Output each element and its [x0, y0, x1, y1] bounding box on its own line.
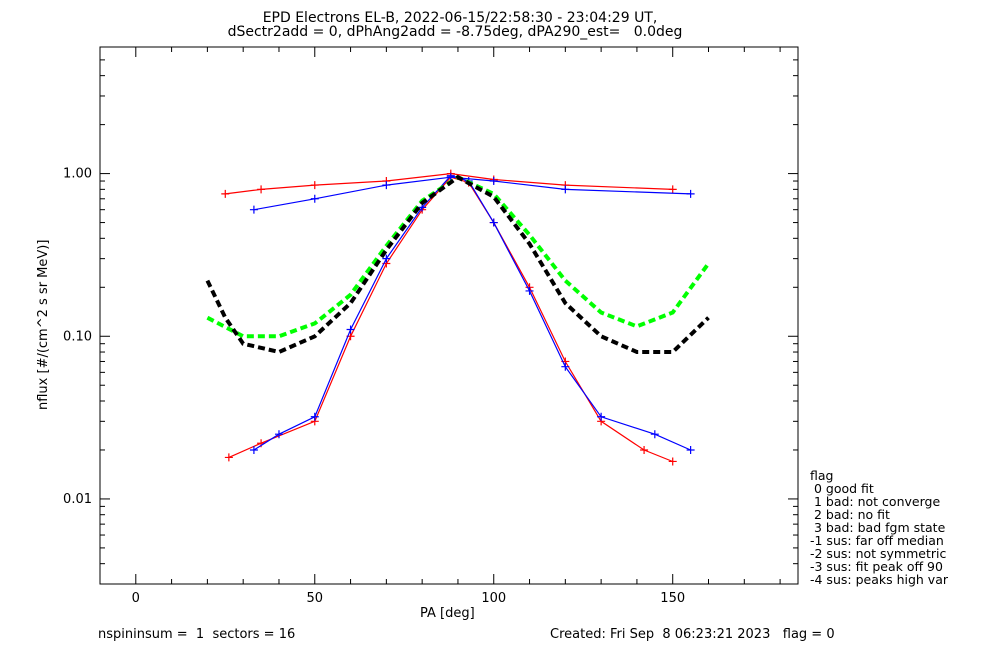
legend-row: 1 bad: not converge	[810, 494, 941, 509]
data-point	[489, 177, 498, 186]
data-point	[346, 325, 355, 334]
data-point	[489, 218, 498, 227]
data-point	[310, 412, 319, 421]
data-point	[650, 430, 659, 439]
legend-row: -1 sus: far off median	[810, 533, 944, 548]
data-point	[257, 185, 266, 194]
series-line-2	[225, 172, 673, 195]
y-axis-label: nflux [#/(cm^2 s sr MeV)]	[36, 239, 51, 410]
legend-row: -3 sus: fit peak off 90	[810, 559, 943, 574]
flag-legend: flag 0 good fit 1 bad: not converge 2 ba…	[810, 469, 948, 586]
data-point	[249, 205, 258, 214]
data-point	[597, 412, 606, 421]
chart-subtitle: dSectr2add = 0, dPhAng2add = -8.75deg, d…	[227, 24, 683, 40]
footer-info: nspininsum = 1 sectors = 16	[98, 627, 296, 642]
y-tick-label: 0.10	[63, 329, 92, 344]
data-point	[668, 185, 677, 194]
data-point	[686, 189, 695, 198]
y-tick-label: 1.00	[63, 167, 92, 182]
data-point	[274, 430, 283, 439]
data-point	[525, 286, 534, 295]
x-tick-label: 150	[660, 591, 685, 606]
data-point	[382, 181, 391, 190]
footer-created: Created: Fri Sep 8 06:23:21 2023 flag = …	[550, 627, 835, 642]
data-point	[310, 194, 319, 203]
data-point	[382, 254, 391, 263]
x-tick-label: 100	[481, 591, 506, 606]
legend-row: 0 good fit	[810, 481, 874, 496]
data-point	[640, 445, 649, 454]
plot-frame	[99, 46, 799, 585]
legend-row: 3 bad: bad fgm state	[810, 520, 946, 535]
data-point	[668, 457, 677, 466]
x-tick-label: 50	[306, 591, 323, 606]
chart-title: EPD Electrons EL-B, 2022-06-15/22:58:30 …	[262, 10, 658, 26]
x-axis-label: PA [deg]	[420, 606, 475, 621]
data-point	[221, 189, 230, 198]
legend-row: -4 sus: peaks high var	[810, 572, 949, 587]
data-point	[686, 445, 695, 454]
series-line-4	[206, 174, 711, 339]
data-point	[561, 185, 570, 194]
y-tick-label: 0.01	[63, 492, 92, 507]
data-point	[561, 362, 570, 371]
data-point	[224, 453, 233, 462]
legend-row: -2 sus: not symmetric	[810, 546, 947, 561]
axis-layer: 0 50 100 150 0.01 0.10 1.00	[63, 46, 798, 606]
x-tick-label: 0	[132, 591, 140, 606]
series-line-5	[205, 174, 710, 355]
series-layer	[205, 169, 711, 466]
legend-row: flag	[810, 468, 834, 483]
data-point	[310, 181, 319, 190]
data-point	[249, 445, 258, 454]
legend-row: 2 bad: no fit	[810, 507, 890, 522]
